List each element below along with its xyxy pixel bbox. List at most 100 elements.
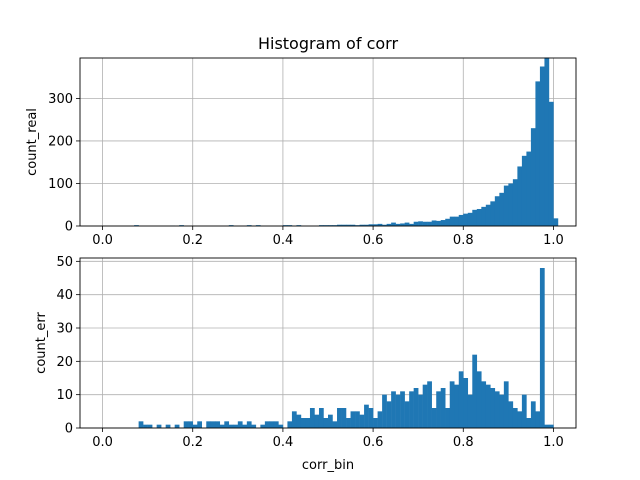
x-tick-label: 0.2 — [182, 435, 203, 450]
y-tick-label: 300 — [48, 92, 73, 107]
histogram-bar — [309, 408, 315, 428]
bottom-x-axis-label: corr_bin — [302, 458, 354, 473]
histogram-bar — [485, 384, 491, 428]
histogram-bar — [499, 192, 505, 226]
histogram-bar — [210, 421, 216, 428]
histogram-bar — [530, 128, 536, 226]
histogram-bar — [440, 220, 446, 226]
histogram-bar — [138, 421, 144, 428]
histogram-bar — [449, 381, 455, 428]
histogram-bar — [449, 216, 455, 226]
histogram-bar — [404, 222, 410, 226]
y-tick-label: 40 — [56, 288, 73, 303]
histogram-bar — [377, 411, 383, 428]
x-tick-label: 0.2 — [182, 233, 203, 248]
histogram-bar — [391, 222, 396, 226]
x-tick-label: 0.8 — [453, 233, 474, 248]
histogram-bar — [350, 224, 356, 226]
histogram-bar — [418, 221, 423, 226]
histogram-bar — [445, 408, 450, 428]
histogram-bar — [264, 421, 270, 428]
histogram-bar — [535, 411, 541, 428]
histogram-bar — [422, 384, 428, 428]
histogram-bar — [535, 81, 541, 227]
histogram-bar — [165, 424, 171, 428]
histogram-bar — [156, 424, 162, 428]
histogram-bar — [517, 411, 523, 428]
histogram-bar — [503, 381, 509, 428]
histogram-bar — [242, 424, 248, 428]
histogram-bar — [494, 196, 500, 226]
histogram-bar — [481, 206, 487, 226]
x-tick-label: 0.0 — [92, 435, 113, 450]
x-tick-label: 0.6 — [363, 233, 384, 248]
top-y-ticks: 0 100 200 300 — [48, 92, 80, 235]
histogram-bar — [228, 424, 234, 428]
histogram-bar — [539, 66, 545, 226]
histogram-bar — [332, 421, 338, 428]
histogram-bar — [368, 408, 374, 428]
histogram-bar — [395, 223, 401, 226]
histogram-bar — [409, 391, 414, 428]
histogram-bar — [548, 101, 554, 226]
histogram-bar — [530, 401, 536, 428]
histogram-bar — [305, 418, 311, 428]
y-tick-label: 0 — [65, 220, 73, 235]
histogram-bar — [364, 224, 369, 226]
histogram-bar — [413, 388, 419, 428]
histogram-bar — [436, 391, 441, 428]
y-tick-label: 100 — [48, 177, 73, 192]
histogram-bar — [431, 408, 437, 428]
histogram-bar — [539, 268, 545, 428]
histogram-bar — [548, 424, 554, 428]
histogram-bar — [337, 224, 342, 226]
histogram-bar — [413, 221, 419, 226]
x-tick-label: 0.4 — [273, 435, 294, 450]
histogram-bar — [318, 408, 324, 428]
top-y-axis-label: count_real — [25, 108, 40, 176]
histogram-bar — [296, 414, 302, 428]
histogram-bar — [373, 418, 378, 428]
histogram-bar — [233, 424, 239, 428]
histogram-bar — [418, 394, 423, 428]
histogram-bar — [499, 394, 505, 428]
histogram-bar — [472, 354, 478, 428]
histogram-bar — [287, 421, 293, 428]
bottom-x-ticks: 0.0 0.2 0.4 0.6 0.8 1.0 — [92, 428, 564, 450]
histogram-bar — [490, 201, 496, 226]
histogram-bar — [323, 418, 329, 428]
histogram-bar — [427, 381, 432, 428]
histogram-bar — [341, 408, 347, 428]
histogram-bar — [445, 218, 450, 226]
bottom-bars — [138, 268, 554, 428]
histogram-bar — [197, 421, 202, 428]
histogram-bar — [359, 224, 365, 226]
histogram-bar — [454, 216, 460, 226]
histogram-bar — [526, 151, 532, 226]
y-tick-label: 30 — [56, 322, 73, 337]
x-tick-label: 0.6 — [363, 435, 384, 450]
histogram-bar — [458, 214, 464, 226]
histogram-bar — [188, 421, 193, 428]
y-tick-label: 50 — [56, 255, 73, 270]
histogram-bar — [512, 408, 518, 428]
histogram-bar — [422, 221, 428, 226]
histogram-bar — [494, 391, 500, 428]
histogram-bar — [364, 404, 369, 428]
histogram-bar — [521, 155, 527, 226]
y-tick-label: 200 — [48, 134, 73, 149]
bottom-axes-frame — [79, 257, 577, 429]
histogram-bar — [291, 411, 297, 428]
x-tick-label: 0.0 — [92, 233, 113, 248]
histogram-bar — [382, 394, 387, 428]
histogram-bar — [472, 209, 478, 226]
histogram-bar — [431, 220, 437, 226]
histogram-bar — [467, 212, 473, 226]
histogram-bar — [337, 408, 342, 428]
histogram-bar — [260, 424, 266, 428]
histogram-bar — [174, 424, 180, 428]
y-tick-label: 10 — [56, 388, 73, 403]
top-subplot: Histogram of corr 0.0 0.2 0.4 0.6 0.8 1.0 0 10… — [25, 34, 577, 248]
histogram-bar — [463, 213, 469, 226]
